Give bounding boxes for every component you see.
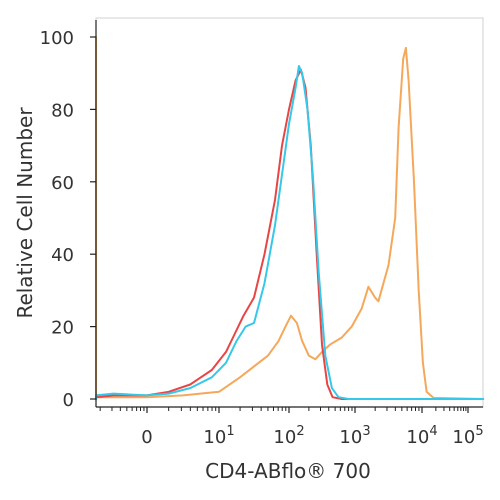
x-tick-base: 10 <box>273 427 296 448</box>
y-tick-label: 80 <box>51 100 74 121</box>
x-tick-base: 0 <box>141 427 152 448</box>
series-line-0 <box>95 36 484 400</box>
x-tick-label: 101 <box>203 424 234 448</box>
x-axis-title: CD4-ABflo® 700 <box>205 459 371 483</box>
plot-frame <box>95 17 484 408</box>
y-axis-title: Relative Cell Number <box>13 107 37 319</box>
x-tick-label: 104 <box>406 424 437 448</box>
x-tick-label: 103 <box>339 424 370 448</box>
x-tick-exponent: 4 <box>429 424 437 439</box>
y-tick-label: 100 <box>40 28 74 49</box>
x-tick-exponent: 3 <box>362 424 370 439</box>
x-tick-label: 105 <box>452 424 483 448</box>
y-tick-label: 40 <box>51 245 74 266</box>
y-tick-label: 60 <box>51 173 74 194</box>
series-line-2 <box>95 65 484 400</box>
x-tick-base: 10 <box>406 427 429 448</box>
y-tick-label: 0 <box>63 390 74 411</box>
series-line-1 <box>95 68 484 400</box>
x-tick-base: 10 <box>339 427 362 448</box>
x-tick-exponent: 1 <box>226 424 234 439</box>
x-tick-base: 10 <box>452 427 475 448</box>
x-tick-exponent: 5 <box>475 424 483 439</box>
y-tick-label: 20 <box>51 318 74 339</box>
x-tick-label: 0 <box>141 427 152 448</box>
x-tick-label: 102 <box>273 424 304 448</box>
x-tick-base: 10 <box>203 427 226 448</box>
x-tick-exponent: 2 <box>296 424 304 439</box>
series-layer <box>95 36 484 400</box>
